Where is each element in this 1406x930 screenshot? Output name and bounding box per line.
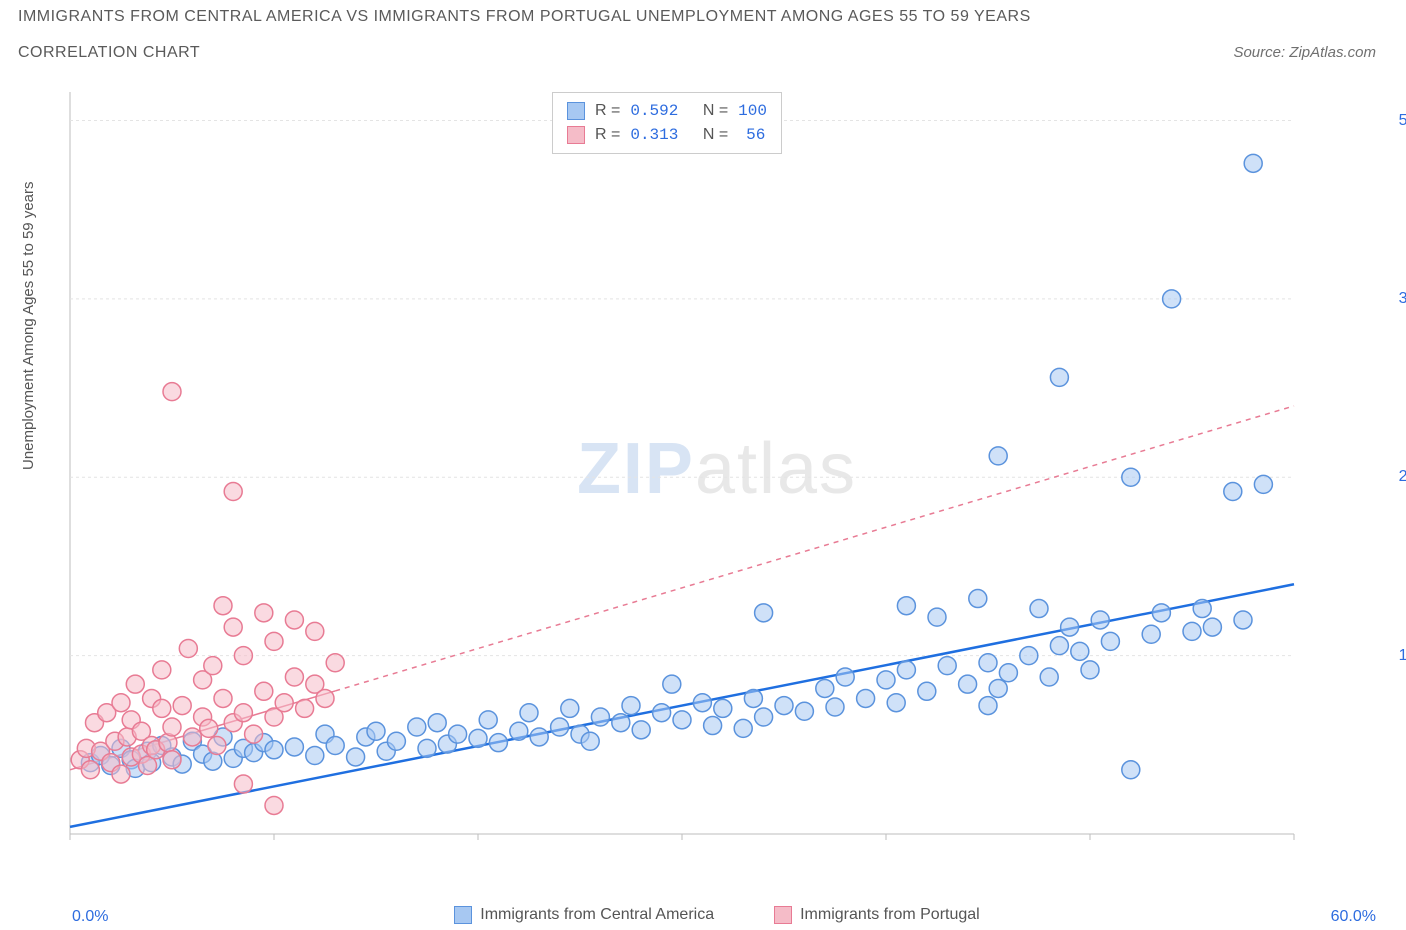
legend-bottom: Immigrants from Central America Immigran… <box>62 906 1372 924</box>
legend-r-value-2: 0.313 <box>630 123 678 147</box>
chart-title-line2: CORRELATION CHART <box>18 44 200 62</box>
y-tick-label: 25.0% <box>1399 468 1406 486</box>
legend-stats-row-1: R = 0.592 N = 100 <box>567 99 767 123</box>
legend-swatch-series2 <box>567 126 585 144</box>
legend-swatch-series1 <box>567 102 585 120</box>
legend-bottom-item-2: Immigrants from Portugal <box>774 906 980 924</box>
legend-stats-box: R = 0.592 N = 100 R = 0.313 N = 56 <box>552 92 782 154</box>
legend-n-label-1: N = <box>703 99 728 123</box>
x-axis-max-label: 60.0% <box>1331 908 1376 926</box>
legend-r-label-2: R = <box>595 123 620 147</box>
legend-stats-row-2: R = 0.313 N = 56 <box>567 123 767 147</box>
chart-plot-area: ZIPatlas R = 0.592 N = 100 R = 0.313 N =… <box>62 88 1372 858</box>
chart-title-line1: IMMIGRANTS FROM CENTRAL AMERICA VS IMMIG… <box>18 8 1031 26</box>
y-tick-label: 12.5% <box>1399 647 1406 665</box>
y-axis-label: Unemployment Among Ages 55 to 59 years <box>20 181 37 470</box>
legend-bottom-item-1: Immigrants from Central America <box>454 906 714 924</box>
source-attribution: Source: ZipAtlas.com <box>1233 44 1376 61</box>
legend-n-label-2: N = <box>703 123 728 147</box>
y-tick-label: 37.5% <box>1399 290 1406 308</box>
legend-bottom-swatch-1 <box>454 906 472 924</box>
legend-r-value-1: 0.592 <box>630 99 678 123</box>
legend-r-label-1: R = <box>595 99 620 123</box>
legend-bottom-label-1: Immigrants from Central America <box>480 906 714 924</box>
y-tick-label: 50.0% <box>1399 112 1406 130</box>
x-axis-min-label: 0.0% <box>72 908 108 926</box>
legend-n-value-2: 56 <box>738 123 765 147</box>
legend-n-value-1: 100 <box>738 99 767 123</box>
legend-bottom-label-2: Immigrants from Portugal <box>800 906 980 924</box>
legend-bottom-swatch-2 <box>774 906 792 924</box>
scatter-plot-svg <box>62 88 1372 858</box>
